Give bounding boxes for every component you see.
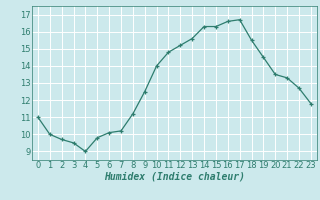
X-axis label: Humidex (Indice chaleur): Humidex (Indice chaleur): [104, 172, 245, 182]
